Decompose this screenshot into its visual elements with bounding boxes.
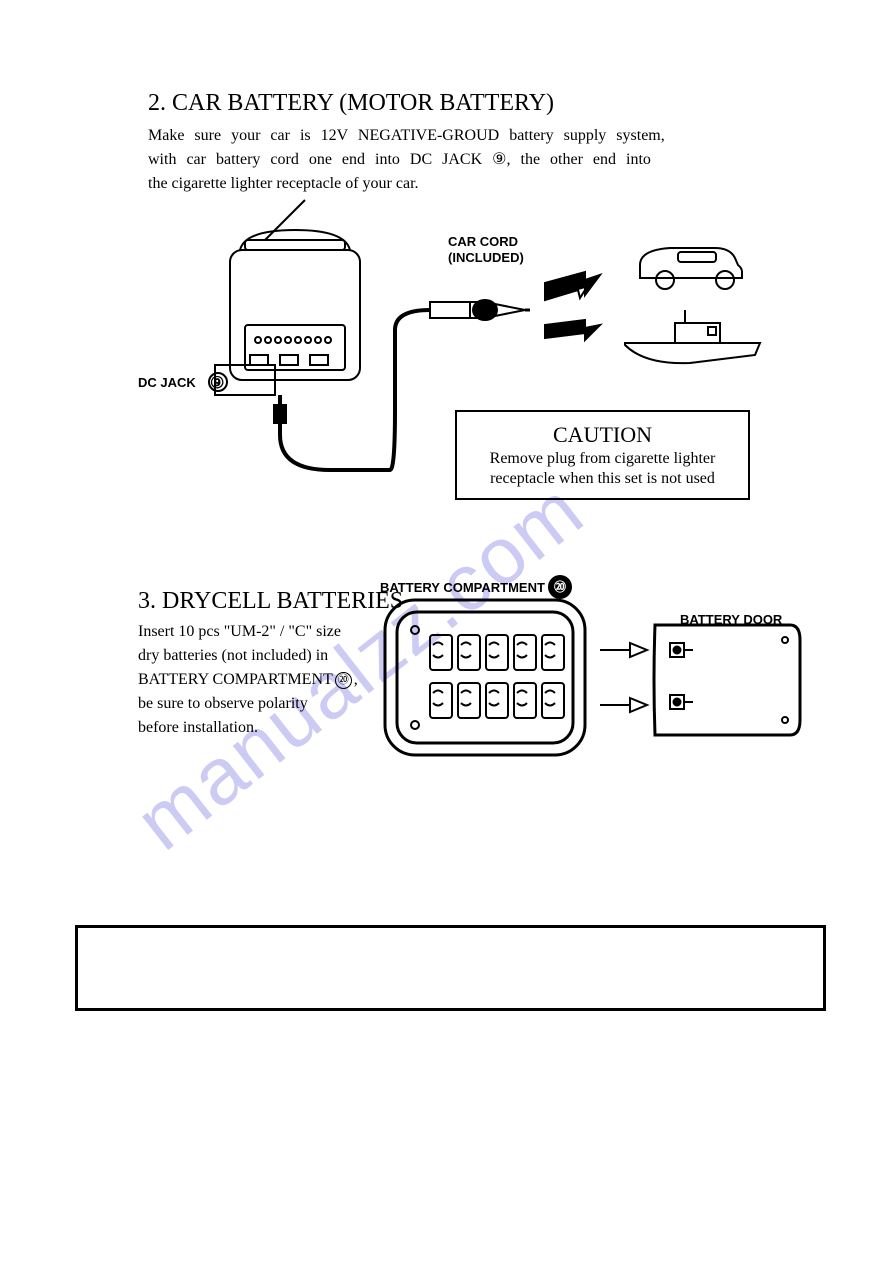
s2-line3: the cigarette lighter receptacle of your… [148, 172, 768, 196]
manual-page: manualzz.com 2. CAR BATTERY (MOTOR BATTE… [0, 0, 893, 1263]
s2-line1: Make sure your car is 12V NEGATIVE-GROUD… [148, 124, 768, 148]
s3-line4: be sure to observe polarity [138, 692, 368, 716]
section-3-title: 3. DRYCELL BATTERIES [138, 588, 403, 615]
section-2-title: 2. CAR BATTERY (MOTOR BATTERY) [148, 90, 554, 117]
caution-line2: receptacle when this set is not used [475, 470, 730, 488]
s3-line3b: , [354, 671, 358, 688]
caution-title: CAUTION [475, 422, 730, 448]
bottom-advert-box [75, 925, 826, 1011]
label-dc-jack-num: ⑨ [210, 373, 224, 393]
caution-line1: Remove plug from cigarette lighter [475, 450, 730, 468]
label-dc-jack: DC JACK [138, 375, 196, 390]
section-3-diagram [375, 595, 815, 765]
s3-line3a: BATTERY COMPARTMENT [138, 671, 333, 688]
s3-line1: Insert 10 pcs "UM-2" / "C" size [138, 620, 368, 644]
s3-line5: before installation. [138, 716, 368, 740]
section-3-body: Insert 10 pcs "UM-2" / "C" size dry batt… [138, 620, 368, 740]
s3-svg [375, 595, 815, 765]
label-car-cord-2: (INCLUDED) [448, 250, 524, 265]
section-2-body: Make sure your car is 12V NEGATIVE-GROUD… [148, 124, 768, 196]
s2-line2: with car battery cord one end into DC JA… [148, 148, 768, 172]
caution-box: CAUTION Remove plug from cigarette light… [455, 410, 750, 500]
label-battery-compartment: BATTERY COMPARTMENT [380, 580, 545, 595]
s3-line3-num: ⑳ [335, 672, 352, 689]
label-car-cord-1: CAR CORD [448, 234, 518, 249]
s3-line2: dry batteries (not included) in [138, 644, 368, 668]
section-2-diagram: CAR CORD (INCLUDED) DC JACK ⑨ CAUTION Re… [130, 210, 780, 510]
